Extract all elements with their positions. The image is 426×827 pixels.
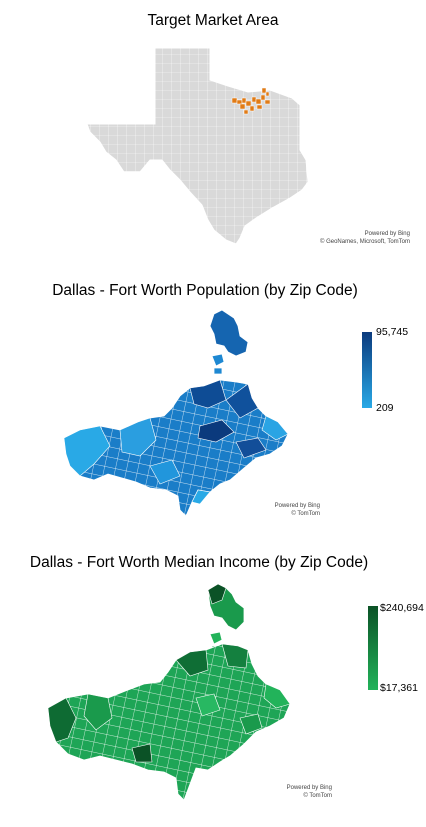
population-legend-bar <box>362 332 372 408</box>
income-map[interactable] <box>0 548 426 827</box>
population-legend-min: 209 <box>376 402 394 414</box>
texas-map[interactable] <box>0 0 426 250</box>
population-north-islands[interactable] <box>211 353 225 375</box>
population-attribution: Powered by Bing © TomTom <box>274 503 320 517</box>
income-legend-max: $240,694 <box>380 602 424 614</box>
population-map[interactable] <box>0 270 426 530</box>
population-north-zips[interactable] <box>209 309 249 357</box>
population-map-panel: Dallas - Fort Worth Population (by Zip C… <box>0 270 426 530</box>
texas-county-borders <box>87 48 308 244</box>
population-shading <box>63 379 289 505</box>
income-north-dark <box>207 583 227 605</box>
income-map-title: Dallas - Fort Worth Median Income (by Zi… <box>29 554 369 571</box>
income-legend-bar <box>368 606 378 690</box>
texas-attribution: Powered by Bing © GeoNames, Microsoft, T… <box>320 231 410 245</box>
income-map-panel: Dallas - Fort Worth Median Income (by Zi… <box>0 548 426 827</box>
population-map-title: Dallas - Fort Worth Population (by Zip C… <box>52 282 358 299</box>
texas-map-title: Target Market Area <box>147 12 279 29</box>
population-legend-max: 95,745 <box>376 326 409 338</box>
income-attribution: Powered by Bing © TomTom <box>286 785 332 799</box>
population-zip-borders <box>64 380 288 516</box>
income-legend-min: $17,361 <box>380 682 418 694</box>
texas-map-panel: Target Market Area Powered by Bing <box>0 0 426 250</box>
target-market-highlight[interactable] <box>231 87 271 115</box>
income-zip-borders <box>48 644 290 800</box>
income-shading <box>47 643 291 763</box>
